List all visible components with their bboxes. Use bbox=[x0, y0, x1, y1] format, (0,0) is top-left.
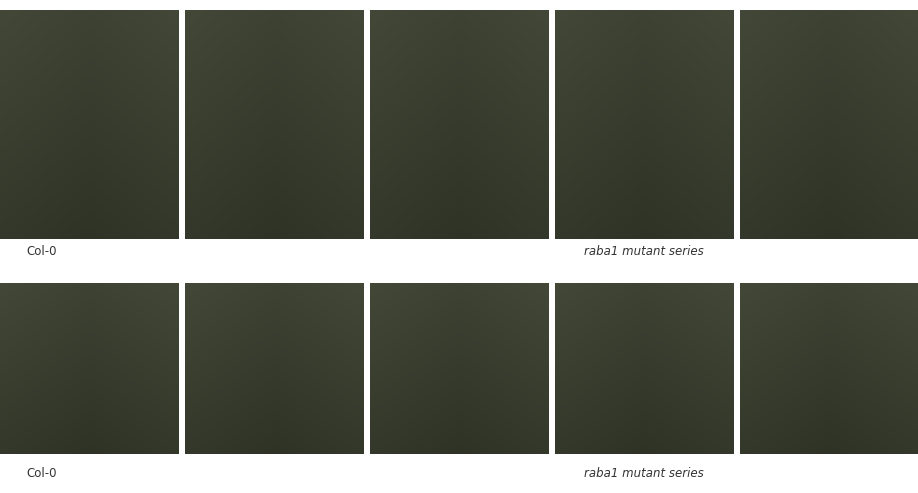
Text: raba1 mutant series: raba1 mutant series bbox=[584, 245, 704, 258]
Text: Col-0: Col-0 bbox=[27, 467, 57, 480]
Text: Col-0: Col-0 bbox=[27, 245, 57, 258]
Text: raba1 mutant series: raba1 mutant series bbox=[584, 467, 704, 480]
